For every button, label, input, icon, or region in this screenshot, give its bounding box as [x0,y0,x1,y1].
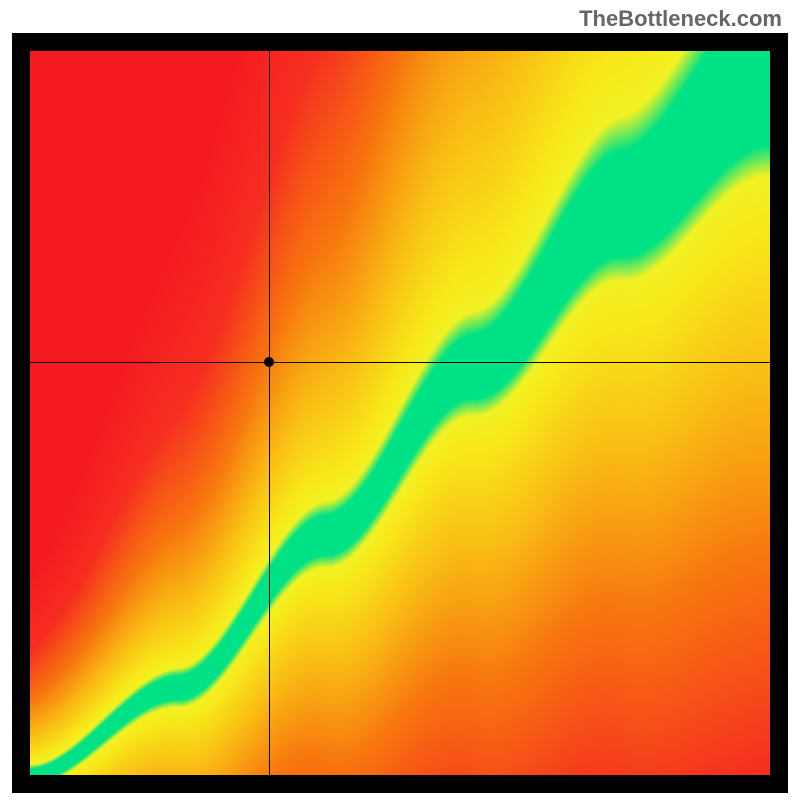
marker-dot [264,357,274,367]
chart-frame [12,33,788,793]
crosshair-horizontal [30,362,770,363]
heatmap-plot [30,51,770,775]
heatmap-canvas [30,51,770,775]
crosshair-vertical [269,51,270,775]
watermark-text: TheBottleneck.com [579,6,782,32]
